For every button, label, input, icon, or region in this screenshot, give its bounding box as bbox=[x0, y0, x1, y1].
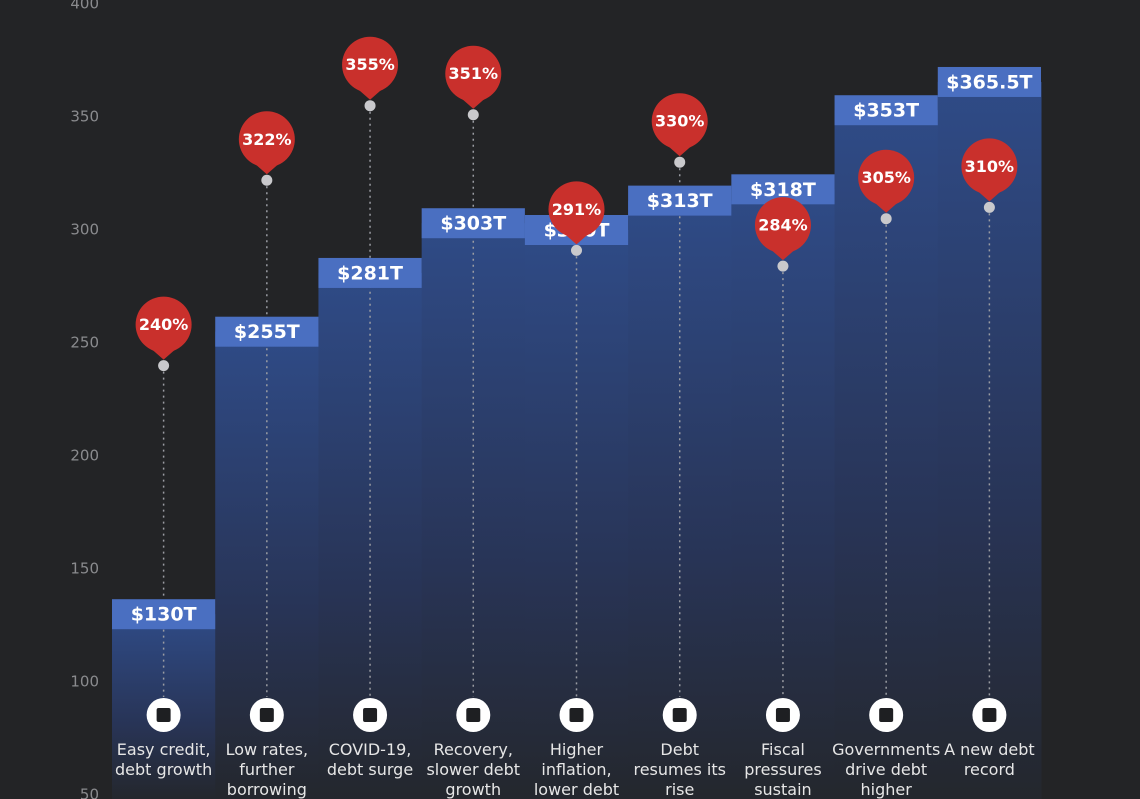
icon-glyph bbox=[569, 708, 584, 722]
pin-head bbox=[858, 149, 915, 206]
value-box bbox=[318, 257, 422, 288]
y-tick-label: 200 bbox=[70, 447, 99, 465]
pin-head bbox=[445, 45, 502, 102]
value-label: $130T bbox=[131, 604, 197, 626]
pin-head bbox=[342, 36, 399, 93]
category-label: Higher inflation, lower debt bbox=[533, 740, 620, 799]
value-box bbox=[834, 95, 938, 126]
pin-label: 284% bbox=[758, 216, 807, 235]
pin-label: 240% bbox=[139, 315, 188, 334]
value-box bbox=[421, 208, 525, 239]
y-tick-label: 50 bbox=[80, 786, 99, 799]
pin-label: 330% bbox=[655, 112, 704, 131]
category-label: Fiscal pressures sustain bbox=[744, 740, 822, 799]
y-tick-label: 350 bbox=[70, 108, 99, 126]
icon-glyph bbox=[466, 708, 481, 722]
pin-dot bbox=[364, 100, 376, 112]
pin-label: 355% bbox=[345, 55, 394, 74]
category-label: Governments drive debt higher bbox=[832, 740, 941, 799]
y-tick-label: 250 bbox=[70, 334, 99, 352]
pin-head bbox=[238, 111, 295, 168]
pin-dot bbox=[674, 156, 686, 168]
pin-dot bbox=[261, 174, 273, 186]
pin-label: 351% bbox=[449, 64, 498, 83]
y-tick-label: 400 bbox=[70, 0, 99, 13]
pin-head bbox=[754, 197, 811, 254]
pin-label: 322% bbox=[242, 130, 291, 149]
category-label: Easy credit, debt growth bbox=[115, 740, 213, 779]
icon-glyph bbox=[982, 708, 997, 722]
category-label: Low rates, further borrowing bbox=[225, 740, 309, 799]
value-label: $365.5T bbox=[946, 71, 1032, 93]
value-box bbox=[937, 66, 1041, 97]
y-tick-label: 300 bbox=[70, 221, 99, 239]
icon-glyph bbox=[363, 708, 378, 722]
value-box bbox=[628, 185, 732, 216]
value-box bbox=[215, 316, 319, 347]
category-label: A new debt record bbox=[944, 740, 1035, 779]
value-label: $303T bbox=[440, 213, 506, 235]
pin-label: 310% bbox=[965, 157, 1014, 176]
pin-head bbox=[548, 181, 605, 238]
pin-dot bbox=[467, 109, 479, 121]
pin-dot bbox=[983, 201, 995, 213]
value-label: $255T bbox=[234, 321, 300, 343]
pin-label: 291% bbox=[552, 200, 601, 219]
icon-glyph bbox=[672, 708, 687, 722]
step-area bbox=[937, 81, 1042, 799]
icon-glyph bbox=[156, 708, 171, 722]
pin-head bbox=[961, 138, 1018, 195]
category-label: COVID-19, debt surge bbox=[326, 740, 414, 779]
value-label: $281T bbox=[337, 262, 403, 284]
value-label: $313T bbox=[647, 190, 713, 212]
y-tick-label: 100 bbox=[70, 673, 99, 691]
icon-glyph bbox=[775, 708, 790, 722]
pin-dot bbox=[158, 360, 170, 372]
value-box bbox=[112, 599, 216, 630]
icon-glyph bbox=[259, 708, 274, 722]
pin-label: 305% bbox=[861, 168, 910, 187]
pin-head bbox=[651, 93, 708, 150]
value-label: $318T bbox=[750, 179, 816, 201]
y-tick-label: 150 bbox=[70, 560, 99, 578]
category-label: Recovery, slower debt growth bbox=[426, 740, 521, 799]
value-label: $353T bbox=[853, 100, 919, 122]
pin-dot bbox=[880, 213, 892, 225]
pin-head bbox=[135, 296, 192, 353]
pin-dot bbox=[777, 260, 789, 272]
pin-dot bbox=[571, 244, 582, 256]
category-label: Debt resumes its rise bbox=[633, 740, 726, 799]
icon-glyph bbox=[879, 708, 894, 722]
